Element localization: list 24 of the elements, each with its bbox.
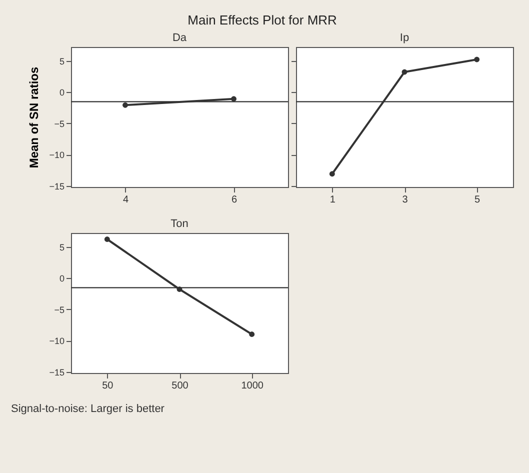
y-tick-label: 5 xyxy=(59,242,64,252)
x-tick-label: 50 xyxy=(102,380,114,392)
y-tick-label: −15 xyxy=(49,181,64,192)
x-tick-label: 4 xyxy=(122,194,129,206)
y-tick-label: 0 xyxy=(59,274,64,284)
chart-subtitle: Da xyxy=(172,32,188,44)
y-tick-label: −5 xyxy=(54,118,64,129)
x-tick-label: 500 xyxy=(172,380,189,392)
y-tick-label: 0 xyxy=(59,88,64,98)
x-tick-label: 6 xyxy=(231,194,238,206)
y-tick-label: −10 xyxy=(49,336,64,346)
chart-subtitle: Ip xyxy=(400,32,410,44)
chart-title: Main Effects Plot for MRR xyxy=(188,12,337,28)
text: Signal-to-noise: Larger is better xyxy=(11,403,165,415)
y-tick-label: −10 xyxy=(49,150,64,160)
x-tick-label: 5 xyxy=(474,194,481,206)
x-tick-label: 1 xyxy=(330,194,336,206)
x-tick-label: 3 xyxy=(402,194,408,206)
y-tick-label: −15 xyxy=(49,367,64,378)
chart-subtitle: Ton xyxy=(170,218,188,230)
y-axis-title: Mean of SN ratios xyxy=(27,66,42,168)
x-tick-label: 1000 xyxy=(241,380,264,392)
y-tick-label: −5 xyxy=(54,304,64,315)
y-tick-label: 5 xyxy=(59,56,64,66)
